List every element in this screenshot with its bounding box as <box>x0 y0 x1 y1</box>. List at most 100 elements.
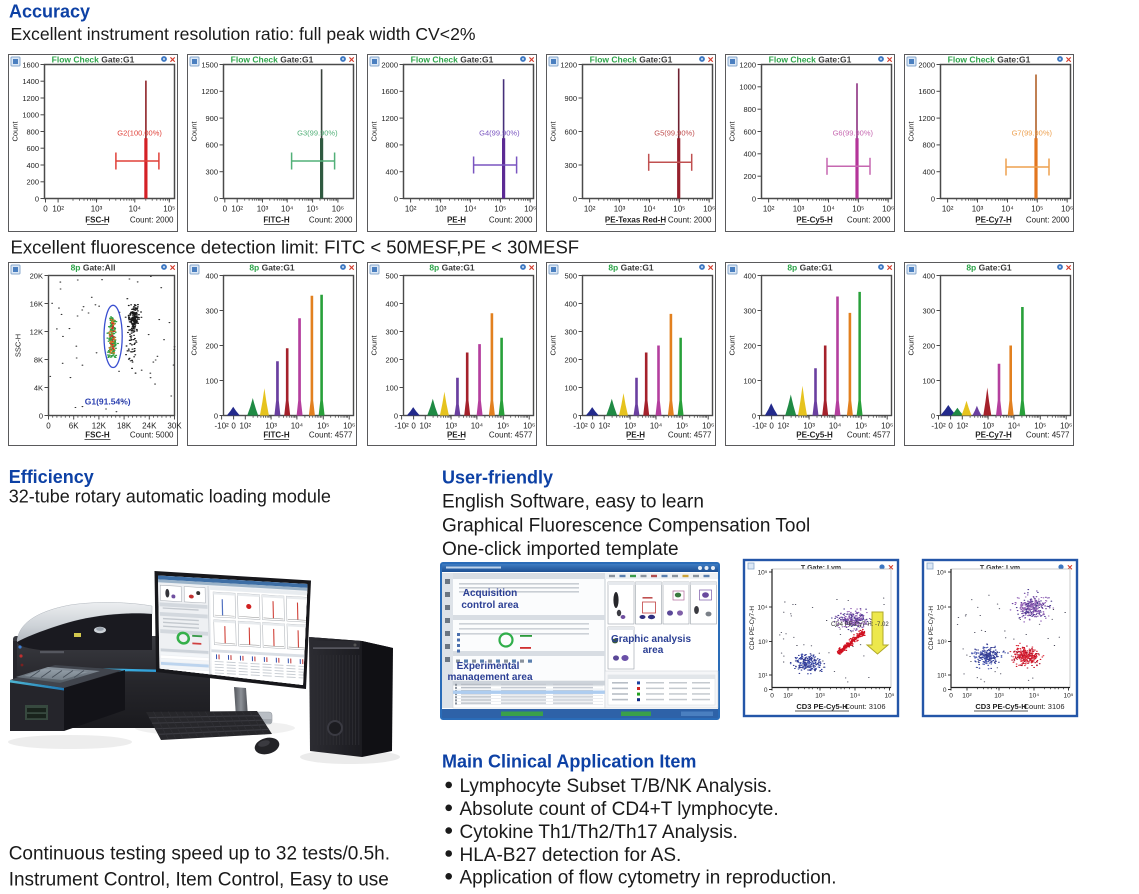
svg-text:10⁵: 10⁵ <box>937 570 947 577</box>
svg-text:FSC-H: FSC-H <box>85 431 110 440</box>
svg-text:12K: 12K <box>92 422 107 431</box>
svg-text:8p Gate:All: 8p Gate:All <box>71 263 116 273</box>
svg-text:Count: 4577: Count: 4577 <box>489 431 533 440</box>
svg-text:G2(100.00%): G2(100.00%) <box>117 129 162 138</box>
svg-text:CD4 PE-Cy7-H: CD4 PE-Cy7-H <box>749 606 756 650</box>
svg-text:6K: 6K <box>69 422 79 431</box>
svg-text:10⁴: 10⁴ <box>464 205 477 214</box>
svg-text:10²: 10² <box>584 205 596 214</box>
svg-text:600: 600 <box>205 141 218 150</box>
svg-text:CD3 PE-Cy5-H: CD3 PE-Cy5-H <box>796 702 847 711</box>
svg-text:0: 0 <box>752 194 756 203</box>
svg-text:Absolute count of CD4+T lympho: Absolute count of CD4+T lymphocyte. <box>460 799 779 820</box>
svg-text:10⁵: 10⁵ <box>494 205 506 214</box>
svg-text:-10²: -10² <box>394 422 409 431</box>
svg-text:200: 200 <box>743 341 756 350</box>
svg-text:12K: 12K <box>30 327 43 336</box>
svg-text:Application of flow cytometry: Application of flow cytometry in reprodu… <box>460 868 837 889</box>
svg-text:10¹: 10¹ <box>758 673 768 680</box>
svg-text:500: 500 <box>385 271 398 280</box>
svg-text:Count: 3106: Count: 3106 <box>1024 702 1065 711</box>
svg-text:1000: 1000 <box>22 111 39 120</box>
svg-text:Flow Check Gate:G1: Flow Check Gate:G1 <box>52 55 135 65</box>
svg-text:0: 0 <box>231 422 236 431</box>
svg-text:24K: 24K <box>142 422 157 431</box>
svg-text:PE-H: PE-H <box>626 431 645 440</box>
svg-text:4K: 4K <box>34 383 43 392</box>
svg-text:400: 400 <box>205 271 218 280</box>
svg-text:10⁵: 10⁵ <box>676 422 688 431</box>
svg-text:Count: Count <box>190 335 199 356</box>
svg-text:-10²: -10² <box>573 422 588 431</box>
svg-text:600: 600 <box>743 127 756 136</box>
svg-text:10⁵: 10⁵ <box>855 422 867 431</box>
svg-text:✕: ✕ <box>528 56 535 65</box>
svg-text:Graphic analysis: Graphic analysis <box>611 634 691 645</box>
svg-text:10⁴: 10⁴ <box>1029 693 1039 700</box>
svg-text:✕: ✕ <box>707 56 714 65</box>
svg-text:0: 0 <box>943 687 947 694</box>
svg-text:FITC-H: FITC-H <box>263 216 289 225</box>
svg-text:10⁴: 10⁴ <box>471 422 484 431</box>
svg-text:500: 500 <box>564 271 577 280</box>
svg-text:Instrument Control, Item Contr: Instrument Control, Item Control, Easy t… <box>9 869 389 890</box>
svg-text:10³: 10³ <box>937 639 947 646</box>
svg-text:10³: 10³ <box>803 422 815 431</box>
svg-text:Count: Count <box>370 335 379 356</box>
svg-text:8p Gate:G1: 8p Gate:G1 <box>966 263 1012 273</box>
svg-text:10⁴: 10⁴ <box>850 693 860 700</box>
svg-text:10²: 10² <box>962 693 972 700</box>
svg-text:10²: 10² <box>599 422 611 431</box>
svg-text:Flow Check Gate:G1: Flow Check Gate:G1 <box>231 55 314 65</box>
svg-text:10⁴: 10⁴ <box>281 205 294 214</box>
svg-text:8K: 8K <box>34 355 43 364</box>
svg-text:Count: 2000: Count: 2000 <box>668 216 712 225</box>
svg-text:10⁶: 10⁶ <box>1061 205 1073 214</box>
svg-text:10²: 10² <box>957 422 969 431</box>
svg-text:✕: ✕ <box>169 264 176 273</box>
svg-text:1600: 1600 <box>22 60 39 69</box>
svg-text:FITC-H: FITC-H <box>263 431 289 440</box>
svg-text:400: 400 <box>26 161 39 170</box>
svg-text:1200: 1200 <box>560 60 577 69</box>
svg-text:10⁵: 10⁵ <box>758 570 768 577</box>
svg-text:PE-Cy7-H: PE-Cy7-H <box>975 431 1012 440</box>
svg-text:10⁵: 10⁵ <box>852 205 864 214</box>
svg-text:0: 0 <box>590 422 595 431</box>
svg-text:✕: ✕ <box>1065 264 1072 273</box>
svg-text:16K: 16K <box>30 299 43 308</box>
svg-text:control area: control area <box>461 600 519 611</box>
svg-text:800: 800 <box>385 141 398 150</box>
svg-text:Count: 2000: Count: 2000 <box>130 216 174 225</box>
svg-text:10²: 10² <box>240 422 252 431</box>
svg-text:200: 200 <box>205 341 218 350</box>
svg-text:0: 0 <box>752 411 756 420</box>
svg-text:10³: 10³ <box>815 693 825 700</box>
svg-text:0: 0 <box>35 194 39 203</box>
svg-text:0: 0 <box>394 194 398 203</box>
svg-text:300: 300 <box>564 161 577 170</box>
svg-text:0: 0 <box>931 411 935 420</box>
svg-text:0: 0 <box>764 687 768 694</box>
svg-text:Main Clinical Application Item: Main Clinical Application Item <box>442 752 696 772</box>
svg-text:10⁵: 10⁵ <box>1034 422 1046 431</box>
svg-text:-10²: -10² <box>752 422 767 431</box>
svg-text:1200: 1200 <box>918 114 935 123</box>
svg-text:300: 300 <box>922 306 935 315</box>
svg-text:G3(99.90%): G3(99.90%) <box>297 129 338 138</box>
svg-text:10⁴: 10⁴ <box>1001 205 1014 214</box>
svg-text:20K: 20K <box>30 271 43 280</box>
svg-text:10³: 10³ <box>435 205 447 214</box>
svg-text:G1(91.54%): G1(91.54%) <box>85 397 131 407</box>
svg-text:Count: 4577: Count: 4577 <box>668 431 712 440</box>
svg-text:10²: 10² <box>405 205 417 214</box>
svg-text:area: area <box>643 645 664 656</box>
svg-text:1600: 1600 <box>381 87 398 96</box>
svg-text:Count: Count <box>549 335 558 356</box>
svg-text:0: 0 <box>931 194 935 203</box>
svg-text:PE-H: PE-H <box>447 216 466 225</box>
svg-text:400: 400 <box>385 168 398 177</box>
svg-text:✕: ✕ <box>707 264 714 273</box>
svg-text:900: 900 <box>564 94 577 103</box>
svg-text:10⁵: 10⁵ <box>1064 693 1074 700</box>
